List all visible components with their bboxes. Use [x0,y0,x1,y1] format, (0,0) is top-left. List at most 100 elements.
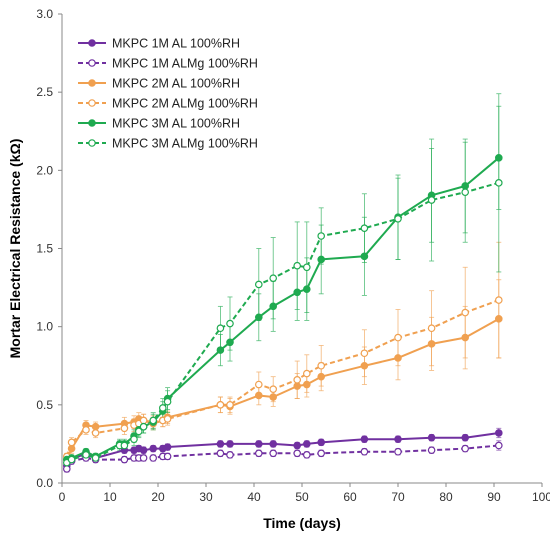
legend-item: MKPC 1M AL 100%RH [78,37,240,51]
data-point [216,401,225,409]
data-point [317,372,326,381]
x-tick-label: 50 [295,490,309,504]
y-axis-title: Mortar Electrical Resistance (kΩ) [7,139,23,359]
data-point [216,440,225,448]
data-point [226,319,234,328]
data-point [317,438,326,447]
data-point [91,454,100,462]
data-point [82,451,90,459]
data-point [149,416,158,425]
data-point [269,302,278,311]
legend: MKPC 1M AL 100%RH MKPC 1M ALMg 100%RH MKPC… [78,37,258,151]
data-point [120,455,129,464]
data-point [149,454,158,462]
data-point [67,455,76,464]
x-tick-label: 10 [103,490,117,504]
x-tick-label: 70 [391,490,405,504]
data-point [226,338,234,347]
data-point [494,429,503,437]
data-point [461,333,470,342]
data-point [293,449,302,458]
data-point [394,354,402,362]
legend-swatch-marker [88,119,96,127]
data-point [494,296,503,304]
legend-label: MKPC 3M ALMg 100%RH [112,137,258,151]
legend-item: MKPC 3M ALMg 100%RH [78,137,258,151]
data-point [149,444,158,453]
data-point [226,440,234,448]
data-point [302,380,311,389]
data-point [494,154,503,162]
legend-swatch-marker [88,39,96,47]
data-point [461,308,470,317]
data-point [302,285,311,293]
data-point [427,433,436,442]
data-point [269,440,278,448]
data-point [269,274,278,283]
data-point [139,454,148,462]
data-point [461,433,470,442]
data-point [163,397,172,406]
data-point [67,438,76,447]
series-markers [63,154,503,473]
data-point [269,385,278,394]
data-point [394,214,402,223]
data-point [254,440,263,448]
data-point [139,422,148,431]
data-point [269,449,278,458]
data-point [360,435,369,444]
data-point [427,340,436,348]
data-point [120,424,129,433]
data-point [91,422,100,431]
data-point [360,349,369,358]
data-point [461,188,470,197]
data-point [91,429,100,437]
data-point [427,324,436,333]
data-point [394,447,402,456]
data-point [163,443,172,451]
x-tick-label: 0 [59,490,66,504]
data-point [139,446,148,454]
data-point [494,315,503,323]
data-point [67,444,76,453]
legend-label: MKPC 1M AL 100%RH [112,37,240,51]
data-point [63,465,71,473]
data-point [216,346,225,354]
x-tick-label: 100 [532,490,550,504]
y-tick-label: 3.0 [36,7,53,21]
data-point [394,333,402,342]
legend-swatch-marker [88,59,96,67]
x-tick-label: 20 [151,490,165,504]
data-point [360,447,369,456]
data-point [302,263,311,272]
axes [58,13,543,487]
data-point [254,313,263,322]
data-point [293,382,302,390]
data-point [159,404,167,412]
series-line [65,299,500,457]
legend-label: MKPC 3M AL 100%RH [112,117,240,131]
legend-swatch-marker [88,99,96,107]
data-point [139,416,148,425]
data-point [302,369,311,378]
data-point [360,224,369,232]
x-tick-label: 30 [199,490,213,504]
y-tick-label: 1.5 [36,242,53,256]
data-point [216,324,225,333]
data-point [317,449,326,458]
data-point [494,179,503,187]
data-point [293,441,302,450]
data-point [269,393,278,401]
data-point [254,380,263,389]
legend-swatch-marker [88,139,96,147]
y-tick-labels: 0.0 0.5 1.0 1.5 2.0 2.5 3.0 [36,7,53,490]
data-point [216,449,225,458]
data-point [494,441,503,450]
data-point [226,451,234,459]
data-point [317,232,326,240]
data-point [394,435,402,444]
data-point [317,255,326,264]
x-tick-label: 90 [487,490,501,504]
y-tick-label: 0.0 [36,476,53,490]
